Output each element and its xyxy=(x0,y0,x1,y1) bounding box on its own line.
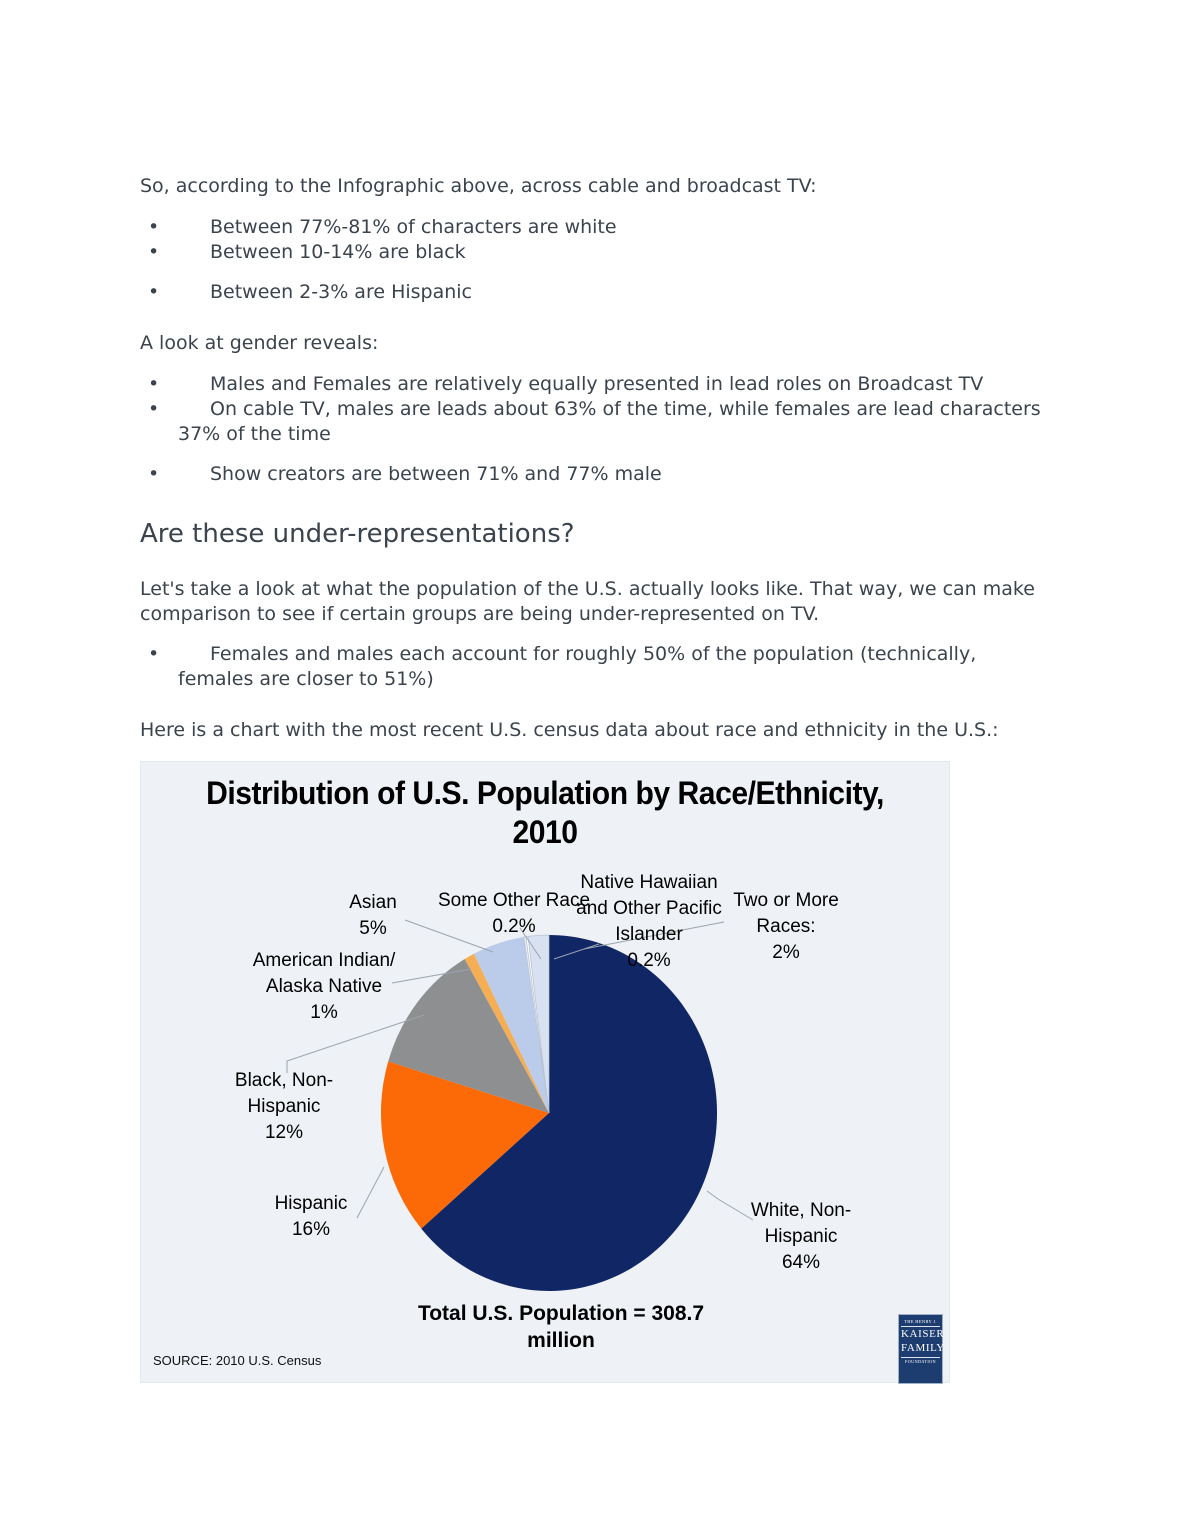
pie-slice-black-non-hispanic xyxy=(388,959,549,1113)
list-item-cable-leads: On cable TV, males are leads about 63% o… xyxy=(140,397,1052,447)
callout-white-non-hispanic: White, Non- Hispanic 64% xyxy=(750,1200,852,1273)
leader-line-white xyxy=(706,1190,754,1221)
gender-stats-list-continued: Show creators are between 71% and 77% ma… xyxy=(140,462,1052,487)
source-note: SOURCE: 2010 U.S. Census xyxy=(153,1353,322,1368)
callout-hispanic: Hispanic 16% xyxy=(274,1193,348,1240)
list-item-show-creators: Show creators are between 71% and 77% ma… xyxy=(140,462,1052,487)
population-paragraph: Let's take a look at what the population… xyxy=(140,578,1035,625)
population-chart-figure: Distribution of U.S. Population by Race/… xyxy=(140,761,950,1384)
gender-intro-paragraph: A look at gender reveals: xyxy=(140,332,379,354)
pie-slice-two-or-more-races xyxy=(527,934,550,1114)
list-item-hispanic-characters: Between 2-3% are Hispanic xyxy=(140,280,1052,305)
callout-american-indian: American Indian/ Alaska Native 1% xyxy=(252,950,396,1023)
pie-slice-white-non-hispanic xyxy=(421,935,718,1291)
chart-intro-paragraph: Here is a chart with the most recent U.S… xyxy=(140,719,999,741)
section-heading: Are these under-representations? xyxy=(140,519,575,549)
population-list: Females and males each account for rough… xyxy=(140,642,1052,692)
pie-chart-svg xyxy=(286,919,754,1291)
chart-title: Distribution of U.S. Population by Race/… xyxy=(206,775,884,850)
leader-line-some-other-race xyxy=(519,927,542,960)
logo-text-line: THE HENRY J. xyxy=(901,1319,940,1327)
leader-line-american-indian xyxy=(391,968,472,984)
callout-two-or-more-races: Two or More Races: 2% xyxy=(733,890,839,963)
list-item-white-characters: Between 77%-81% of characters are white xyxy=(140,215,1052,240)
list-item-black-characters: Between 10-14% are black xyxy=(140,240,1052,265)
logo-text-line: FAMILY xyxy=(901,1342,945,1354)
tv-stats-list-continued: Between 2-3% are Hispanic xyxy=(140,280,1052,305)
pie-slice-asian xyxy=(473,937,549,1113)
article-body: So, according to the Infographic above, … xyxy=(140,0,1052,1384)
leader-line-two-or-more xyxy=(583,921,725,950)
pie-slices-group xyxy=(380,934,718,1291)
logo-text-line: FOUNDATION xyxy=(901,1357,940,1365)
gender-stats-list: Males and Females are relatively equally… xyxy=(140,372,1052,447)
leader-line-native-hawaiian xyxy=(553,943,600,960)
intro-paragraph: So, according to the Infographic above, … xyxy=(140,175,817,197)
callout-asian: Asian 5% xyxy=(349,892,397,939)
leader-line-black xyxy=(286,1014,425,1073)
list-item-broadcast-leads: Males and Females are relatively equally… xyxy=(140,372,1052,397)
leader-lines-group xyxy=(286,919,754,1221)
tv-stats-list: Between 77%-81% of characters are white … xyxy=(140,215,1052,265)
leader-line-asian xyxy=(404,919,494,953)
callout-black-non-hispanic: Black, Non- Hispanic 12% xyxy=(234,1070,334,1143)
leader-line-hispanic xyxy=(356,1166,385,1219)
total-population-note: Total U.S. Population = 308.7 million xyxy=(417,1302,705,1352)
logo-text-line: KAISER xyxy=(901,1328,945,1340)
list-item-female-male-split: Females and males each account for rough… xyxy=(140,642,1052,692)
pie-slice-hispanic xyxy=(380,1061,549,1229)
kaiser-family-foundation-logo: THE HENRY J. KAISER FAMILY FOUNDATION xyxy=(898,1314,945,1384)
callout-some-other-race: Some Other Race 0.2% xyxy=(437,890,591,937)
callout-native-hawaiian: Native Hawaiian and Other Pacific Island… xyxy=(576,872,722,971)
pie-slice-american-indian-alaska-native xyxy=(464,953,549,1113)
